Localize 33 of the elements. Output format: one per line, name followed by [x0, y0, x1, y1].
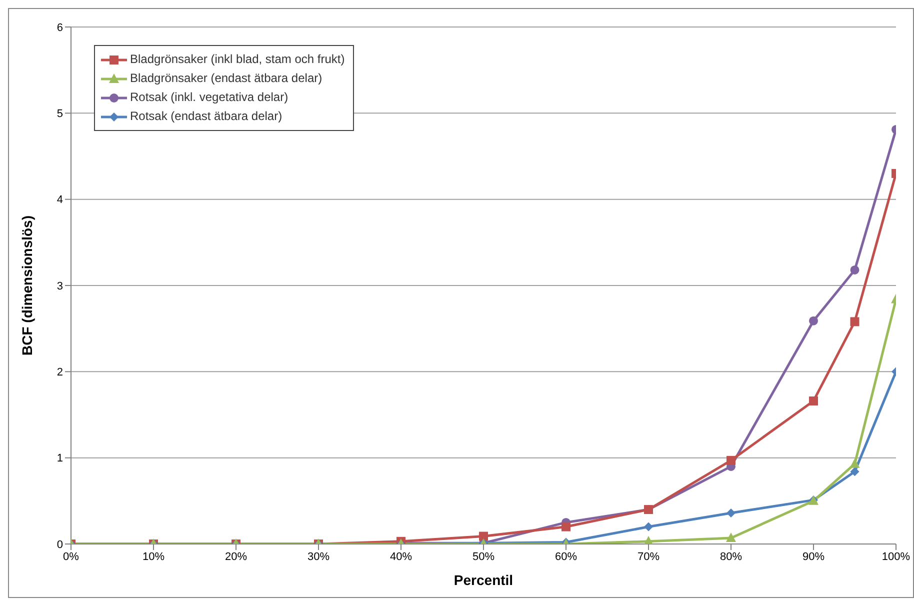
x-tick-label: 10%: [142, 550, 165, 563]
point: [726, 456, 736, 465]
x-tick-label: 30%: [307, 550, 330, 563]
x-tick-label: 20%: [224, 550, 248, 563]
x-tick-label: 70%: [637, 550, 660, 563]
point: [726, 532, 736, 542]
x-tick-label: 80%: [720, 550, 742, 563]
legend-label: Rotsak (inkl. vegetativa delar): [130, 89, 288, 106]
point: [850, 317, 860, 326]
x-tick-label: 0%: [63, 550, 80, 563]
y-tick-label: 3: [56, 280, 63, 292]
x-tick-label: 60%: [554, 550, 578, 563]
point: [809, 396, 818, 406]
point: [850, 467, 860, 476]
x-axis-title: Percentil: [454, 572, 514, 588]
y-tick-label: 2: [56, 366, 63, 379]
x-tick-label: 50%: [472, 550, 495, 563]
y-tick-label: 5: [56, 108, 63, 120]
y-tick-label: 4: [56, 194, 63, 206]
legend-label: Rotsak (endast ätbara delar): [130, 108, 282, 125]
y-tick-label: 6: [56, 22, 63, 34]
x-tick-label: 90%: [802, 550, 825, 563]
legend-label: Bladgrönsaker (inkl blad, stam och frukt): [130, 51, 345, 68]
point: [726, 508, 736, 518]
x-tick-label: 40%: [390, 550, 412, 563]
point: [850, 265, 860, 274]
point: [809, 316, 818, 326]
y-axis-title: BCF (dimensionslös): [18, 215, 35, 356]
point: [850, 458, 860, 468]
y-tick-label: 0: [56, 538, 63, 551]
legend-label: Bladgrönsaker (endast ätbara delar): [130, 70, 322, 87]
x-tick-label: 100%: [882, 550, 910, 563]
y-tick-label: 1: [56, 452, 63, 465]
